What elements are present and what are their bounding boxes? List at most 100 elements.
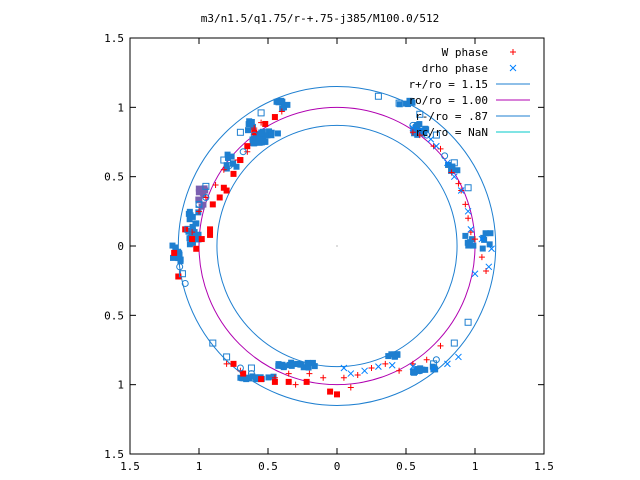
cluster-point bbox=[486, 241, 493, 248]
series-point bbox=[368, 365, 375, 372]
series-point bbox=[432, 356, 440, 364]
series-point bbox=[433, 142, 440, 150]
reference-circle bbox=[216, 124, 458, 368]
series-point bbox=[236, 364, 244, 372]
series-point bbox=[437, 342, 444, 349]
cluster-point bbox=[251, 140, 258, 147]
series-point bbox=[207, 231, 214, 238]
series-point bbox=[462, 201, 469, 208]
cluster-point bbox=[192, 220, 199, 227]
series-point bbox=[285, 378, 292, 385]
series-point bbox=[347, 384, 354, 391]
series-point bbox=[237, 157, 244, 164]
series-point bbox=[395, 99, 403, 107]
series-point bbox=[450, 159, 458, 167]
cluster-point bbox=[252, 374, 259, 381]
x-tick-label: 0 bbox=[334, 460, 341, 473]
series-point bbox=[388, 361, 396, 369]
series-point bbox=[432, 131, 440, 139]
series-point bbox=[409, 121, 417, 129]
series-point bbox=[340, 374, 347, 381]
series-point bbox=[478, 254, 485, 261]
series-point bbox=[471, 270, 479, 278]
cluster-point bbox=[448, 166, 455, 173]
series-point bbox=[416, 132, 423, 139]
cluster-point bbox=[294, 360, 301, 367]
series-point bbox=[209, 201, 216, 208]
cluster-point bbox=[258, 130, 265, 137]
series-point bbox=[247, 370, 255, 378]
series-point bbox=[178, 270, 186, 278]
legend-label: ro/ro = 1.00 bbox=[409, 94, 488, 107]
series-point bbox=[396, 367, 403, 374]
series-point bbox=[423, 131, 431, 139]
cluster-point bbox=[243, 376, 250, 383]
cluster-point bbox=[482, 230, 489, 237]
cluster-point bbox=[411, 130, 418, 137]
cluster-point bbox=[479, 245, 486, 252]
cluster-point bbox=[268, 132, 275, 139]
cluster-point bbox=[309, 359, 316, 366]
series-point bbox=[361, 367, 368, 375]
cluster-point bbox=[195, 185, 202, 192]
series-point bbox=[455, 353, 462, 361]
series-point bbox=[189, 236, 196, 243]
cluster-point bbox=[284, 101, 291, 108]
cluster-point bbox=[388, 351, 395, 358]
cluster-point bbox=[281, 104, 288, 111]
cluster-point bbox=[403, 100, 410, 107]
x-tick-label: 1 bbox=[472, 460, 479, 473]
series-point bbox=[464, 318, 472, 326]
series-point bbox=[202, 194, 209, 201]
cluster-point bbox=[186, 216, 193, 223]
series-point bbox=[465, 215, 472, 222]
series-point bbox=[250, 131, 258, 139]
series-point bbox=[225, 162, 233, 170]
legend-marker bbox=[510, 49, 516, 55]
series-point bbox=[220, 166, 227, 173]
cluster-point bbox=[265, 374, 272, 381]
cluster-point bbox=[258, 139, 265, 146]
cluster-point bbox=[273, 98, 280, 105]
series-point bbox=[457, 187, 465, 194]
series-point bbox=[374, 92, 382, 100]
cluster-point bbox=[385, 353, 392, 360]
cluster-point bbox=[195, 189, 202, 196]
cluster-point bbox=[300, 364, 307, 371]
legend-label: r+/ro = 1.15 bbox=[409, 78, 488, 91]
series-point bbox=[181, 279, 189, 287]
y-tick-label: 0.5 bbox=[104, 309, 124, 322]
cluster-point bbox=[233, 163, 240, 170]
series-point bbox=[175, 273, 182, 280]
y-tick-label: 1.5 bbox=[104, 32, 124, 45]
series-point bbox=[464, 207, 472, 215]
cluster-point bbox=[470, 242, 477, 249]
series-point bbox=[230, 170, 237, 177]
cluster-point bbox=[414, 121, 421, 128]
series-point bbox=[409, 129, 416, 136]
series-point bbox=[450, 339, 458, 347]
series-point bbox=[236, 128, 244, 136]
series-point bbox=[244, 148, 251, 155]
series-point bbox=[257, 109, 265, 117]
series-point bbox=[416, 367, 424, 375]
series-point bbox=[195, 200, 203, 208]
cluster-point bbox=[274, 130, 281, 137]
cluster-point bbox=[185, 228, 192, 235]
cluster-point bbox=[245, 127, 252, 134]
cluster-point bbox=[288, 362, 295, 369]
legend-marker bbox=[509, 64, 517, 72]
series-point bbox=[271, 114, 278, 121]
series-point bbox=[320, 374, 327, 381]
cluster-point bbox=[266, 128, 273, 135]
series-point bbox=[202, 182, 210, 190]
series-point bbox=[327, 388, 334, 395]
series-point bbox=[409, 360, 416, 367]
cluster-point bbox=[487, 230, 494, 237]
cluster-point bbox=[169, 254, 176, 261]
series-point bbox=[240, 370, 247, 377]
x-tick-label: 1.5 bbox=[120, 460, 140, 473]
cluster-point bbox=[278, 97, 285, 104]
series-point bbox=[450, 173, 458, 181]
y-tick-label: 1 bbox=[117, 101, 124, 114]
